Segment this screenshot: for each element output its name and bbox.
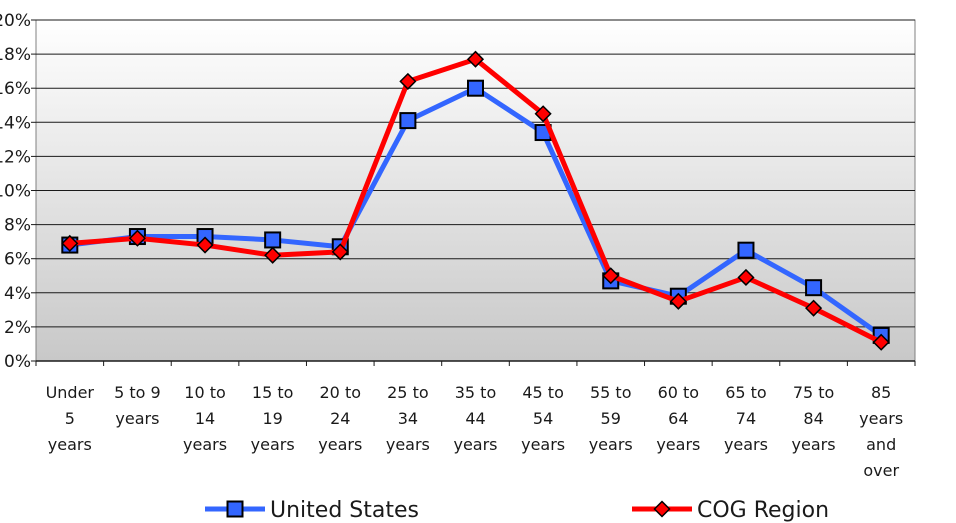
x-axis: Under 5 years 5 to 9 years 10 to 14 years 15 to 1… [35,360,916,480]
y-axis: 0% 2% 4% 6% 8% 10% 12% 14% 16% 18% 20% [0,11,36,372]
legend-label: United States [270,498,419,523]
x-tick-label: 55 to 59 years [589,383,633,454]
legend-swatch-marker [226,500,244,518]
x-tick-label: 5 to 9 years [114,383,161,428]
data-point-marker [264,246,282,264]
data-point-marker [534,105,552,123]
x-tick-label: 75 to 84 years [792,383,836,454]
series-group [61,50,890,351]
data-point-marker [399,72,417,90]
x-tick-label: 85 years and over [859,383,903,480]
y-tick-label: 20% [0,11,31,31]
x-tick-label: 15 to 19 years [251,383,295,454]
data-point-marker [737,241,755,259]
x-tick-label: 25 to 34 years [386,383,430,454]
legend: United States COG Region [205,498,829,523]
y-tick-label: 0% [4,352,31,372]
data-point-marker [466,50,485,68]
data-point-marker [331,243,349,261]
data-point-marker [264,231,282,249]
data-point-marker [61,234,79,252]
y-tick-label: 10% [0,182,31,202]
data-point-marker [196,236,214,254]
data-point-marker [602,267,620,285]
data-point-marker [669,292,687,310]
x-tick-label: Under 5 years [46,383,95,454]
y-tick-label: 14% [0,113,31,133]
y-tick-label: 16% [0,79,31,99]
data-point-marker [805,279,823,297]
legend-label: COG Region [697,498,829,523]
x-tick-label: 20 to 24 years [318,383,362,454]
y-tick-label: 6% [4,250,31,270]
x-tick-label: 45 to 54 years [521,383,565,454]
data-point-marker [872,333,890,351]
data-point-marker [737,268,755,287]
data-point-marker [128,229,146,247]
legend-item: United States [205,498,419,523]
series-cog-region [61,50,890,351]
y-tick-label: 12% [0,147,31,167]
y-tick-label: 18% [0,45,31,65]
legend-item: COG Region [632,498,829,523]
x-tick-label: 65 to 74 years [724,383,768,454]
data-point-marker [805,299,823,317]
x-tick-label: 10 to 14 years [183,383,227,454]
y-tick-label: 2% [4,318,31,338]
y-tick-label: 4% [4,284,31,304]
x-tick-label: 60 to 64 years [656,383,700,454]
x-tick-label: 35 to 44 years [453,383,497,454]
y-tick-label: 8% [4,216,31,236]
legend-swatch-marker [653,500,671,518]
data-point-marker [467,79,484,97]
data-point-marker [399,112,417,130]
